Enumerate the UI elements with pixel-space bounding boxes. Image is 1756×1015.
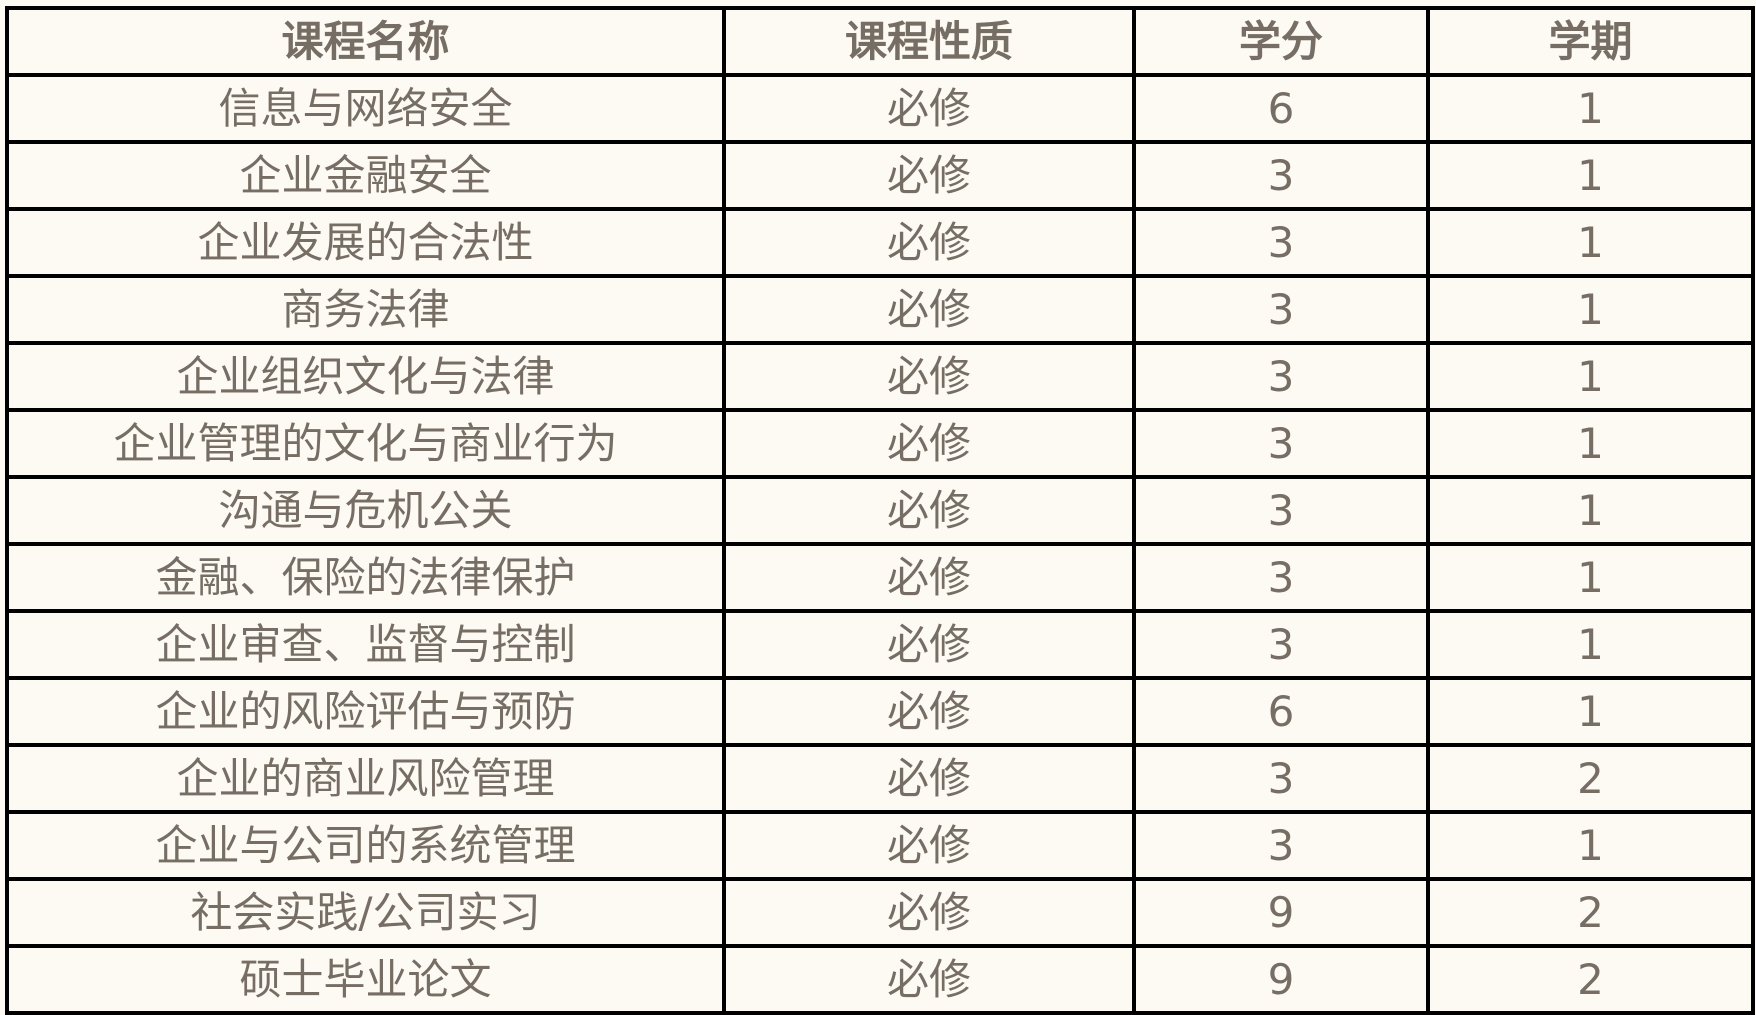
cell-course-type: 必修 [722, 408, 1136, 479]
cell-course-type: 必修 [722, 609, 1136, 680]
table-row: 企业发展的合法性 必修 3 1 [5, 207, 1755, 278]
table-row: 企业金融安全 必修 3 1 [5, 140, 1755, 211]
cell-credits: 3 [1132, 475, 1430, 546]
cell-credits: 3 [1132, 743, 1430, 814]
table-row: 企业组织文化与法律 必修 3 1 [5, 341, 1755, 412]
cell-course-name: 企业组织文化与法律 [5, 341, 726, 412]
header-course-type: 课程性质 [722, 6, 1136, 77]
cell-semester: 1 [1426, 810, 1755, 881]
cell-semester: 2 [1426, 944, 1755, 1015]
table-row: 企业与公司的系统管理 必修 3 1 [5, 810, 1755, 881]
cell-course-name: 信息与网络安全 [5, 73, 726, 144]
cell-credits: 3 [1132, 207, 1430, 278]
table-row: 企业的商业风险管理 必修 3 2 [5, 743, 1755, 814]
table-row: 企业管理的文化与商业行为 必修 3 1 [5, 408, 1755, 479]
cell-course-name: 企业的风险评估与预防 [5, 676, 726, 747]
cell-course-name: 商务法律 [5, 274, 726, 345]
cell-course-type: 必修 [722, 676, 1136, 747]
cell-course-name: 社会实践/公司实习 [5, 877, 726, 948]
cell-course-type: 必修 [722, 207, 1136, 278]
cell-course-type: 必修 [722, 341, 1136, 412]
cell-credits: 3 [1132, 609, 1430, 680]
cell-course-type: 必修 [722, 810, 1136, 881]
table-row: 金融、保险的法律保护 必修 3 1 [5, 542, 1755, 613]
cell-semester: 1 [1426, 274, 1755, 345]
cell-semester: 1 [1426, 341, 1755, 412]
cell-credits: 3 [1132, 140, 1430, 211]
cell-course-name: 硕士毕业论文 [5, 944, 726, 1015]
cell-course-type: 必修 [722, 140, 1136, 211]
cell-course-type: 必修 [722, 877, 1136, 948]
header-credits: 学分 [1132, 6, 1430, 77]
cell-course-name: 企业审查、监督与控制 [5, 609, 726, 680]
cell-course-name: 金融、保险的法律保护 [5, 542, 726, 613]
cell-credits: 3 [1132, 341, 1430, 412]
cell-course-name: 企业管理的文化与商业行为 [5, 408, 726, 479]
cell-course-type: 必修 [722, 475, 1136, 546]
cell-course-type: 必修 [722, 743, 1136, 814]
table-row: 硕士毕业论文 必修 9 2 [5, 944, 1755, 1015]
cell-credits: 9 [1132, 877, 1430, 948]
cell-semester: 2 [1426, 877, 1755, 948]
cell-course-type: 必修 [722, 274, 1136, 345]
cell-course-name: 企业的商业风险管理 [5, 743, 726, 814]
cell-credits: 3 [1132, 810, 1430, 881]
table-row: 沟通与危机公关 必修 3 1 [5, 475, 1755, 546]
table-row: 商务法律 必修 3 1 [5, 274, 1755, 345]
cell-course-name: 企业金融安全 [5, 140, 726, 211]
cell-course-name: 企业发展的合法性 [5, 207, 726, 278]
course-table: 课程名称 课程性质 学分 学期 信息与网络安全 必修 6 1 企业金融安全 必修 3 1 企业发… [5, 6, 1755, 1015]
cell-semester: 1 [1426, 542, 1755, 613]
cell-semester: 1 [1426, 140, 1755, 211]
cell-credits: 3 [1132, 408, 1430, 479]
cell-credits: 9 [1132, 944, 1430, 1015]
cell-course-type: 必修 [722, 73, 1136, 144]
cell-credits: 6 [1132, 676, 1430, 747]
cell-credits: 3 [1132, 274, 1430, 345]
cell-semester: 1 [1426, 475, 1755, 546]
cell-semester: 1 [1426, 73, 1755, 144]
cell-credits: 3 [1132, 542, 1430, 613]
cell-credits: 6 [1132, 73, 1430, 144]
cell-semester: 1 [1426, 609, 1755, 680]
header-row: 课程名称 课程性质 学分 学期 [5, 6, 1755, 77]
cell-semester: 2 [1426, 743, 1755, 814]
table-row: 社会实践/公司实习 必修 9 2 [5, 877, 1755, 948]
cell-semester: 1 [1426, 207, 1755, 278]
table-row: 信息与网络安全 必修 6 1 [5, 73, 1755, 144]
cell-course-name: 企业与公司的系统管理 [5, 810, 726, 881]
table-row: 企业的风险评估与预防 必修 6 1 [5, 676, 1755, 747]
cell-course-type: 必修 [722, 944, 1136, 1015]
cell-course-type: 必修 [722, 542, 1136, 613]
table-row: 企业审查、监督与控制 必修 3 1 [5, 609, 1755, 680]
header-semester: 学期 [1426, 6, 1755, 77]
cell-semester: 1 [1426, 676, 1755, 747]
header-course-name: 课程名称 [5, 6, 726, 77]
cell-semester: 1 [1426, 408, 1755, 479]
cell-course-name: 沟通与危机公关 [5, 475, 726, 546]
